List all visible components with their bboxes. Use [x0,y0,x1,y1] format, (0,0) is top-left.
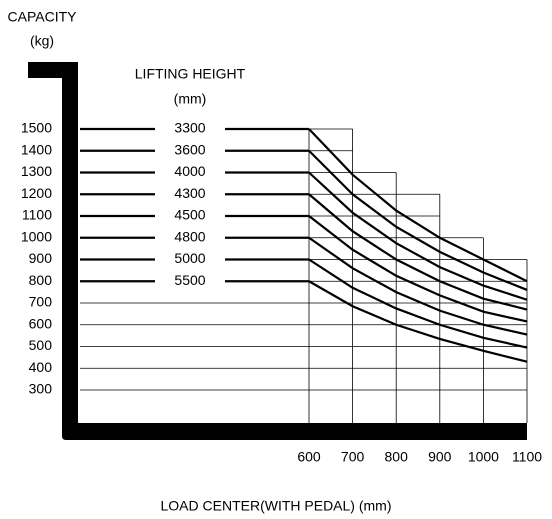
x-axis-title: LOAD CENTER(WITH PEDAL) (mm) [161,498,392,514]
y-tick-label: 1200 [21,185,52,201]
legend-title: LIFTING HEIGHT [135,66,246,82]
y-tick-label: 600 [29,315,53,331]
legend-label: 4300 [174,185,205,201]
frame [28,62,527,440]
legend-label: 4000 [174,163,205,179]
y-title: (kg) [30,33,54,49]
capacity-curve [308,280,528,363]
capacity-curve [308,128,528,283]
y-tick-label: 1000 [21,228,52,244]
capacity-curve [308,236,528,336]
y-tick-label: 1100 [22,207,52,223]
capacity-curve [308,193,528,311]
y-title: CAPACITY [8,9,78,25]
legend-label: 5500 [174,272,205,288]
legend-label: 3600 [174,141,205,157]
capacity-curve [308,149,528,291]
x-tick-label: 1000 [468,449,499,465]
x-tick-label: 800 [385,449,409,465]
y-tick-label: 500 [29,337,53,353]
y-tick-label: 700 [29,294,53,310]
y-tick-label: 900 [29,250,53,266]
capacity-curve [308,215,528,323]
y-tick-label: 800 [29,272,53,288]
y-tick-label: 1400 [21,141,52,157]
legend-label: 5000 [174,250,205,266]
y-tick-label: 400 [29,359,53,375]
x-tick-label: 600 [297,449,321,465]
y-tick-label: 300 [29,381,53,397]
legend-label: 4500 [174,207,205,223]
legend-title: (mm) [174,91,207,107]
x-tick-label: 1100 [512,449,542,465]
legend-label: 3300 [174,120,205,136]
y-tick-label: 1500 [21,120,52,136]
y-tick-label: 1300 [21,163,52,179]
capacity-curve [308,258,528,349]
legend-label: 4800 [174,228,205,244]
capacity-curve [308,171,528,301]
x-tick-label: 900 [428,449,452,465]
x-tick-label: 700 [341,449,365,465]
